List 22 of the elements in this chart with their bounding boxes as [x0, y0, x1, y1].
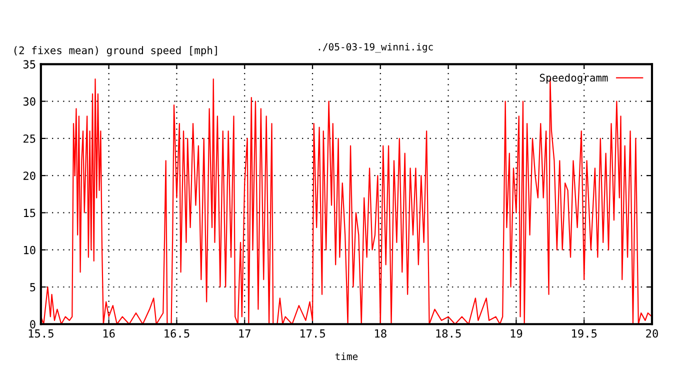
legend-label: Speedogramm [540, 74, 608, 84]
x-tick-label: 19.5 [572, 329, 597, 338]
y-tick-label: 10 [24, 246, 36, 254]
x-axis-title: time [335, 352, 358, 360]
x-tick-label: 18.5 [436, 329, 461, 338]
x-tick-label: 20 [646, 329, 658, 338]
chart-title: ./05-03-19_winni.igc [318, 42, 433, 53]
y-tick-label: 0 [30, 320, 36, 329]
y-tick-label: 5 [30, 283, 36, 292]
y-axis-title: (2 fixes mean) ground speed [mph] [14, 46, 217, 56]
y-tick-label: 25 [24, 134, 36, 143]
x-tick-label: 17.5 [300, 329, 325, 338]
x-tick-label: 19 [510, 329, 522, 338]
y-tick-label: 30 [23, 97, 36, 106]
x-tick-label: 15.5 [28, 329, 54, 338]
x-tick-label: 17 [239, 329, 250, 338]
x-tick-label: 18 [375, 329, 386, 338]
y-tick-label: 35 [23, 60, 36, 69]
x-tick-label: 16 [103, 329, 115, 338]
x-tick-label: 16.5 [164, 329, 190, 338]
y-tick-label: 15 [24, 208, 36, 218]
y-tick-label: 20 [24, 172, 36, 180]
